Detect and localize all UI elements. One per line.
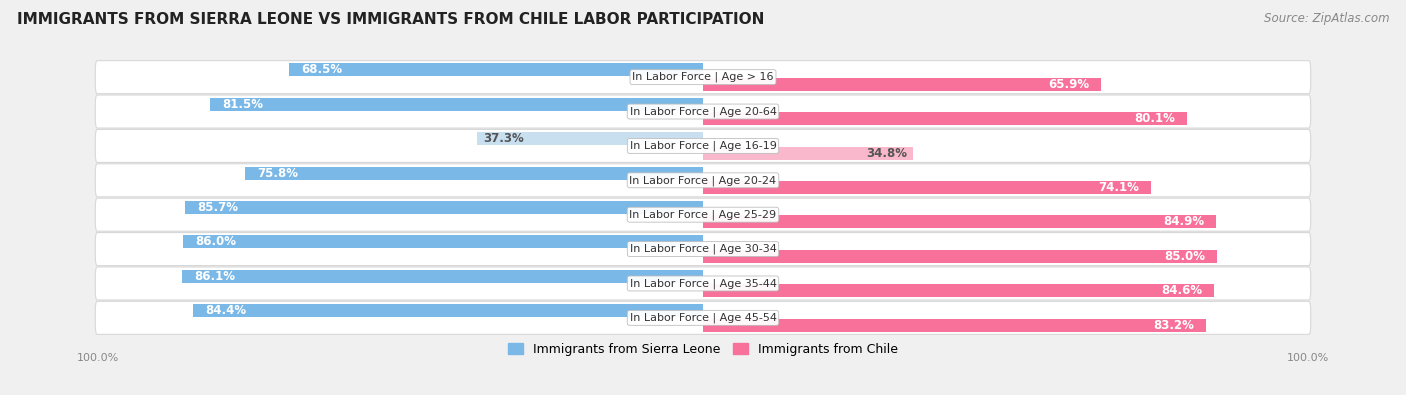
FancyBboxPatch shape [96, 61, 1310, 94]
Text: IMMIGRANTS FROM SIERRA LEONE VS IMMIGRANTS FROM CHILE LABOR PARTICIPATION: IMMIGRANTS FROM SIERRA LEONE VS IMMIGRAN… [17, 12, 765, 27]
Text: 85.7%: 85.7% [197, 201, 238, 214]
Bar [703, 112, 1187, 125]
FancyBboxPatch shape [96, 267, 1310, 300]
Bar [703, 78, 1101, 91]
Bar [193, 304, 703, 317]
Text: 75.8%: 75.8% [257, 167, 298, 180]
Bar [703, 181, 1152, 194]
Bar [478, 132, 703, 145]
Text: 86.0%: 86.0% [195, 235, 236, 248]
Bar [703, 250, 1218, 263]
Text: In Labor Force | Age 16-19: In Labor Force | Age 16-19 [630, 141, 776, 151]
Text: 68.5%: 68.5% [301, 64, 342, 76]
Bar [183, 270, 703, 283]
Text: In Labor Force | Age 30-34: In Labor Force | Age 30-34 [630, 244, 776, 254]
Bar [703, 318, 1206, 332]
Text: 81.5%: 81.5% [222, 98, 263, 111]
Bar [288, 63, 703, 77]
FancyBboxPatch shape [96, 301, 1310, 334]
Text: In Labor Force | Age 20-64: In Labor Force | Age 20-64 [630, 106, 776, 117]
Text: 74.1%: 74.1% [1098, 181, 1139, 194]
Bar [703, 284, 1215, 297]
FancyBboxPatch shape [96, 198, 1310, 231]
Text: In Labor Force | Age > 16: In Labor Force | Age > 16 [633, 72, 773, 83]
Bar [184, 201, 703, 214]
Bar [703, 215, 1216, 228]
Bar [183, 235, 703, 248]
Text: 34.8%: 34.8% [866, 147, 907, 160]
Text: 80.1%: 80.1% [1135, 112, 1175, 125]
Text: 65.9%: 65.9% [1049, 78, 1090, 91]
Bar [245, 167, 703, 180]
Bar [211, 98, 703, 111]
Text: In Labor Force | Age 25-29: In Labor Force | Age 25-29 [630, 209, 776, 220]
Text: 84.4%: 84.4% [205, 304, 246, 317]
Bar [703, 147, 914, 160]
Text: 84.6%: 84.6% [1161, 284, 1202, 297]
FancyBboxPatch shape [96, 164, 1310, 197]
Text: Source: ZipAtlas.com: Source: ZipAtlas.com [1264, 12, 1389, 25]
Text: 85.0%: 85.0% [1164, 250, 1205, 263]
Text: In Labor Force | Age 35-44: In Labor Force | Age 35-44 [630, 278, 776, 289]
Text: In Labor Force | Age 20-24: In Labor Force | Age 20-24 [630, 175, 776, 186]
Text: 83.2%: 83.2% [1153, 319, 1194, 331]
Text: 84.9%: 84.9% [1163, 215, 1204, 228]
FancyBboxPatch shape [96, 233, 1310, 265]
Text: 86.1%: 86.1% [194, 270, 236, 283]
Legend: Immigrants from Sierra Leone, Immigrants from Chile: Immigrants from Sierra Leone, Immigrants… [503, 338, 903, 361]
FancyBboxPatch shape [96, 130, 1310, 162]
FancyBboxPatch shape [96, 95, 1310, 128]
Text: 37.3%: 37.3% [484, 132, 524, 145]
Text: In Labor Force | Age 45-54: In Labor Force | Age 45-54 [630, 312, 776, 323]
